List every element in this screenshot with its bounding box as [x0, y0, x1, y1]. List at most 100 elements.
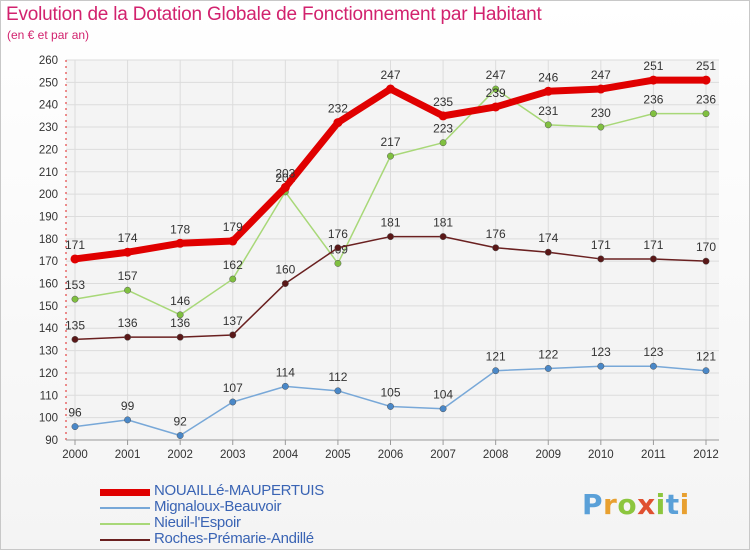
series-mignaloux-beauvoir: 96 99 92 107 114 112 105 104 121 122 123 123 121 — [68, 345, 716, 439]
legend-label: Mignaloux-Beauvoir — [154, 498, 282, 515]
data-label: 137 — [223, 314, 243, 328]
data-label: 174 — [538, 231, 558, 245]
legend-label: Nieuil-l'Espoir — [154, 514, 241, 531]
x-tick-label: 2009 — [535, 449, 561, 461]
data-label: 153 — [65, 278, 85, 292]
data-label: 174 — [118, 231, 138, 245]
legend-swatch — [100, 507, 150, 509]
data-point — [281, 382, 289, 390]
x-tick-label: 2005 — [325, 449, 351, 461]
x-tick-label: 2000 — [62, 449, 88, 461]
data-label: 104 — [433, 388, 453, 402]
data-point — [702, 257, 710, 265]
data-label: 121 — [696, 350, 716, 364]
data-point — [386, 84, 395, 94]
data-point — [544, 121, 552, 129]
x-tick-label: 2003 — [220, 449, 246, 461]
x-tick-label: 2011 — [641, 449, 666, 461]
x-tick-label: 2008 — [483, 449, 509, 461]
x-tick-label: 2010 — [588, 449, 614, 461]
data-point — [229, 275, 237, 283]
logo-letter: x — [637, 488, 656, 521]
legend-swatch — [100, 539, 150, 541]
chart-title: Evolution de la Dotation Globale de Fonc… — [6, 4, 542, 25]
data-point — [438, 111, 448, 121]
data-label: 123 — [643, 345, 663, 359]
data-label: 246 — [538, 70, 558, 84]
data-label: 176 — [486, 227, 506, 241]
data-label: 171 — [643, 238, 663, 252]
data-label: 122 — [538, 347, 558, 361]
x-tick-label: 2007 — [430, 449, 456, 461]
data-point — [70, 254, 80, 264]
data-point — [649, 362, 657, 370]
data-point — [702, 367, 710, 375]
data-point — [123, 247, 133, 257]
logo-letter: i — [655, 488, 666, 521]
data-point — [124, 333, 132, 341]
data-point — [597, 362, 605, 370]
data-point — [439, 139, 447, 147]
data-label: 99 — [121, 399, 135, 413]
logo-letter: o — [617, 488, 638, 521]
data-label: 178 — [170, 222, 190, 236]
legend-label: NOUAILLé-MAUPERTUIS — [154, 482, 324, 499]
data-label: 112 — [328, 370, 347, 384]
y-tick-label: 190 — [39, 211, 58, 223]
y-tick-label: 250 — [39, 77, 58, 89]
data-point — [491, 102, 501, 112]
x-tick-label: 2006 — [378, 449, 404, 461]
x-tick-label: 2002 — [167, 449, 193, 461]
data-label: 171 — [65, 238, 85, 252]
y-tick-label: 170 — [39, 256, 58, 268]
data-point — [334, 387, 342, 395]
data-point — [124, 416, 132, 424]
series-roches-premarie-andille: 135 136 136 137 160 176 181 181 176 174 171 171 170 — [65, 216, 716, 343]
y-tick-label: 110 — [40, 390, 58, 402]
data-point — [387, 403, 394, 410]
data-label: 123 — [591, 345, 611, 359]
data-label: 223 — [433, 122, 453, 136]
data-label: 181 — [380, 216, 400, 230]
data-label: 92 — [173, 415, 187, 429]
y-tick-label: 160 — [39, 279, 58, 291]
data-label: 107 — [223, 381, 243, 395]
data-label: 236 — [643, 93, 663, 107]
data-label: 114 — [276, 365, 295, 379]
data-label: 239 — [486, 86, 506, 100]
data-label: 236 — [696, 93, 716, 107]
y-tick-label: 150 — [39, 301, 58, 313]
data-point — [229, 398, 237, 406]
legend-label: Roches-Prémarie-Andillé — [154, 530, 314, 547]
data-label: 247 — [591, 68, 611, 82]
data-label: 203 — [275, 166, 295, 180]
y-tick-label: 130 — [39, 346, 58, 358]
y-tick-label: 90 — [45, 435, 58, 447]
data-label: 176 — [328, 227, 348, 241]
data-label: 247 — [486, 68, 506, 82]
data-label: 179 — [223, 220, 243, 234]
series-nouaille-maupertuis: 171 174 178 179 203 232 247 235 239 246 247 251 251 — [65, 59, 716, 264]
data-label: 160 — [275, 263, 295, 277]
y-tick-label: 220 — [39, 144, 58, 156]
y-tick-label: 200 — [39, 189, 58, 201]
legend-item: NOUAILLé-MAUPERTUIS — [100, 482, 400, 500]
data-label: 121 — [486, 350, 506, 364]
data-point — [702, 110, 710, 118]
x-tick-label: 2001 — [115, 449, 141, 461]
data-label: 162 — [223, 258, 243, 272]
data-point — [387, 233, 394, 241]
data-label: 231 — [538, 104, 558, 118]
data-point — [439, 405, 447, 413]
data-point — [176, 432, 184, 439]
data-point — [544, 365, 552, 372]
data-label: 251 — [696, 59, 716, 73]
y-tick-label: 120 — [39, 368, 58, 380]
data-label: 247 — [380, 68, 400, 82]
data-point — [124, 286, 132, 294]
data-point — [228, 236, 238, 246]
data-label: 105 — [380, 385, 400, 399]
data-label: 136 — [170, 316, 190, 330]
data-label: 96 — [68, 406, 82, 420]
